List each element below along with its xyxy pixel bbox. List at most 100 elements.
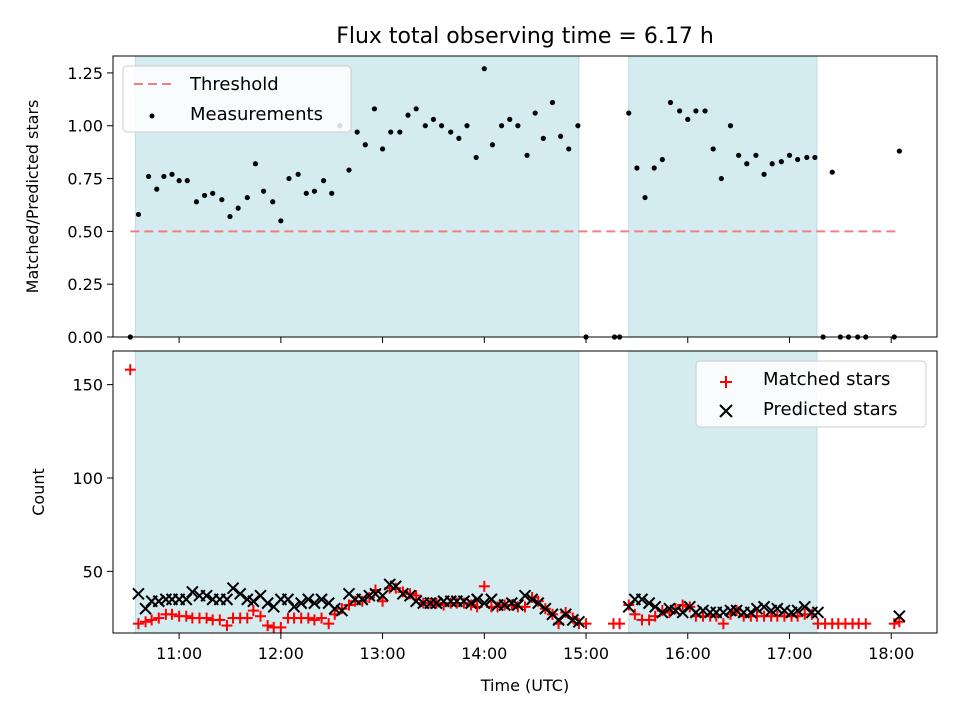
top-y-tick-label: 1.00 <box>67 117 103 136</box>
measurement-point <box>896 148 902 154</box>
measurement-point <box>161 173 167 180</box>
predicted-marker-b <box>676 606 689 619</box>
bottom-y-tick-label: 150 <box>72 376 103 395</box>
predicted-star-point <box>649 600 662 614</box>
bottom-shaded-window <box>134 350 580 634</box>
predicted-star-point <box>430 596 443 610</box>
predicted-stars-series <box>132 578 906 629</box>
predicted-marker-b <box>457 595 471 608</box>
predicted-star-point <box>511 598 525 612</box>
predicted-star-point <box>572 615 586 629</box>
predicted-marker-b <box>342 587 356 600</box>
predicted-star-point <box>744 606 758 619</box>
matched-star-point <box>560 606 572 618</box>
predicted-marker-b <box>744 606 758 619</box>
predicted-star-point <box>717 606 730 619</box>
matched-star-point <box>404 588 416 600</box>
predicted-marker-b <box>241 593 254 606</box>
predicted-marker-b <box>383 578 396 591</box>
matched-star-point <box>614 618 626 630</box>
predicted-star-point <box>750 602 764 615</box>
measurement-point <box>718 175 724 182</box>
predicted-marker-b <box>525 593 539 606</box>
bottom-x-tick-label: 17:00 <box>766 644 812 663</box>
predicted-star-point <box>233 587 247 600</box>
predicted-star-point <box>200 589 213 602</box>
matched-star-point <box>302 612 314 624</box>
measurement-point <box>804 154 810 161</box>
matched-star-point <box>166 608 178 620</box>
predicted-star-point <box>669 604 682 617</box>
predicted-marker-b <box>287 600 301 614</box>
predicted-marker-b <box>281 593 295 606</box>
predicted-star-point <box>811 606 825 619</box>
predicted-star-point <box>356 593 369 606</box>
measurement-point <box>481 66 487 72</box>
predicted-star-point <box>689 606 703 619</box>
measurement-point <box>311 188 318 194</box>
predicted-marker-b <box>226 581 240 595</box>
predicted-marker-b <box>649 600 662 614</box>
measurement-point <box>286 175 292 182</box>
predicted-marker-b <box>559 608 572 621</box>
matched-star-point <box>893 616 905 628</box>
measurement-point <box>184 178 190 184</box>
predicted-star-point <box>642 596 656 610</box>
matched-star-point <box>336 603 348 615</box>
measurement-point <box>634 165 640 171</box>
predicted-star-point <box>798 600 811 614</box>
measurement-point <box>413 106 419 112</box>
matched-star-point <box>526 592 538 604</box>
predicted-star-point <box>696 604 710 617</box>
matched-star-point <box>629 608 641 620</box>
predicted-marker-b <box>546 608 559 621</box>
matched-star-point <box>492 601 504 613</box>
predicted-star-point <box>220 593 234 606</box>
predicted-marker-b <box>356 593 369 606</box>
matched-stars-series <box>124 364 905 633</box>
predicted-star-point <box>478 596 491 610</box>
predicted-marker-b <box>893 609 906 623</box>
predicted-star-point <box>396 587 410 600</box>
matched-star-point <box>717 618 729 630</box>
measurement-point <box>651 165 657 171</box>
matched-star-point <box>201 612 213 624</box>
predicted-star-point <box>308 596 321 610</box>
measurement-point <box>558 133 564 139</box>
matched-legend-label: Matched stars <box>763 369 890 390</box>
matched-star-point <box>214 614 226 626</box>
matched-star-point <box>241 612 253 624</box>
matched-star-point <box>275 621 287 633</box>
predicted-marker-b <box>470 593 484 606</box>
measurement-point <box>260 188 267 194</box>
measurement-point <box>405 112 411 118</box>
predicted-marker-b <box>152 595 165 608</box>
measurement-point <box>201 192 208 199</box>
measurement-point <box>146 173 152 180</box>
matched-legend-swatch <box>720 376 732 388</box>
predicted-star-point <box>552 613 565 627</box>
measurement-point <box>540 135 546 141</box>
measurement-point <box>753 152 759 158</box>
predicted-marker-b <box>518 589 532 602</box>
bottom-x-tick-label: 18:00 <box>868 644 914 663</box>
measurement-point <box>244 194 250 201</box>
predicted-star-point <box>152 595 165 608</box>
measurement-point <box>769 161 775 167</box>
predicted-star-point <box>676 606 689 619</box>
measurement-point <box>176 178 182 184</box>
bottom-x-tick-label: 11:00 <box>156 644 202 663</box>
measurement-point <box>438 123 445 129</box>
matched-star-point <box>410 590 422 602</box>
predicted-marker-b <box>663 602 676 615</box>
measurement-point <box>642 194 648 201</box>
measurement-point <box>761 171 767 177</box>
predicted-marker-b <box>328 602 341 615</box>
measurement-point <box>193 199 200 205</box>
matched-star-point <box>146 614 158 626</box>
predicted-marker-b <box>409 595 423 608</box>
top-x-ticks <box>178 337 892 343</box>
top-y-tick-label: 0.75 <box>67 170 103 189</box>
predicted-marker-b <box>757 600 771 614</box>
